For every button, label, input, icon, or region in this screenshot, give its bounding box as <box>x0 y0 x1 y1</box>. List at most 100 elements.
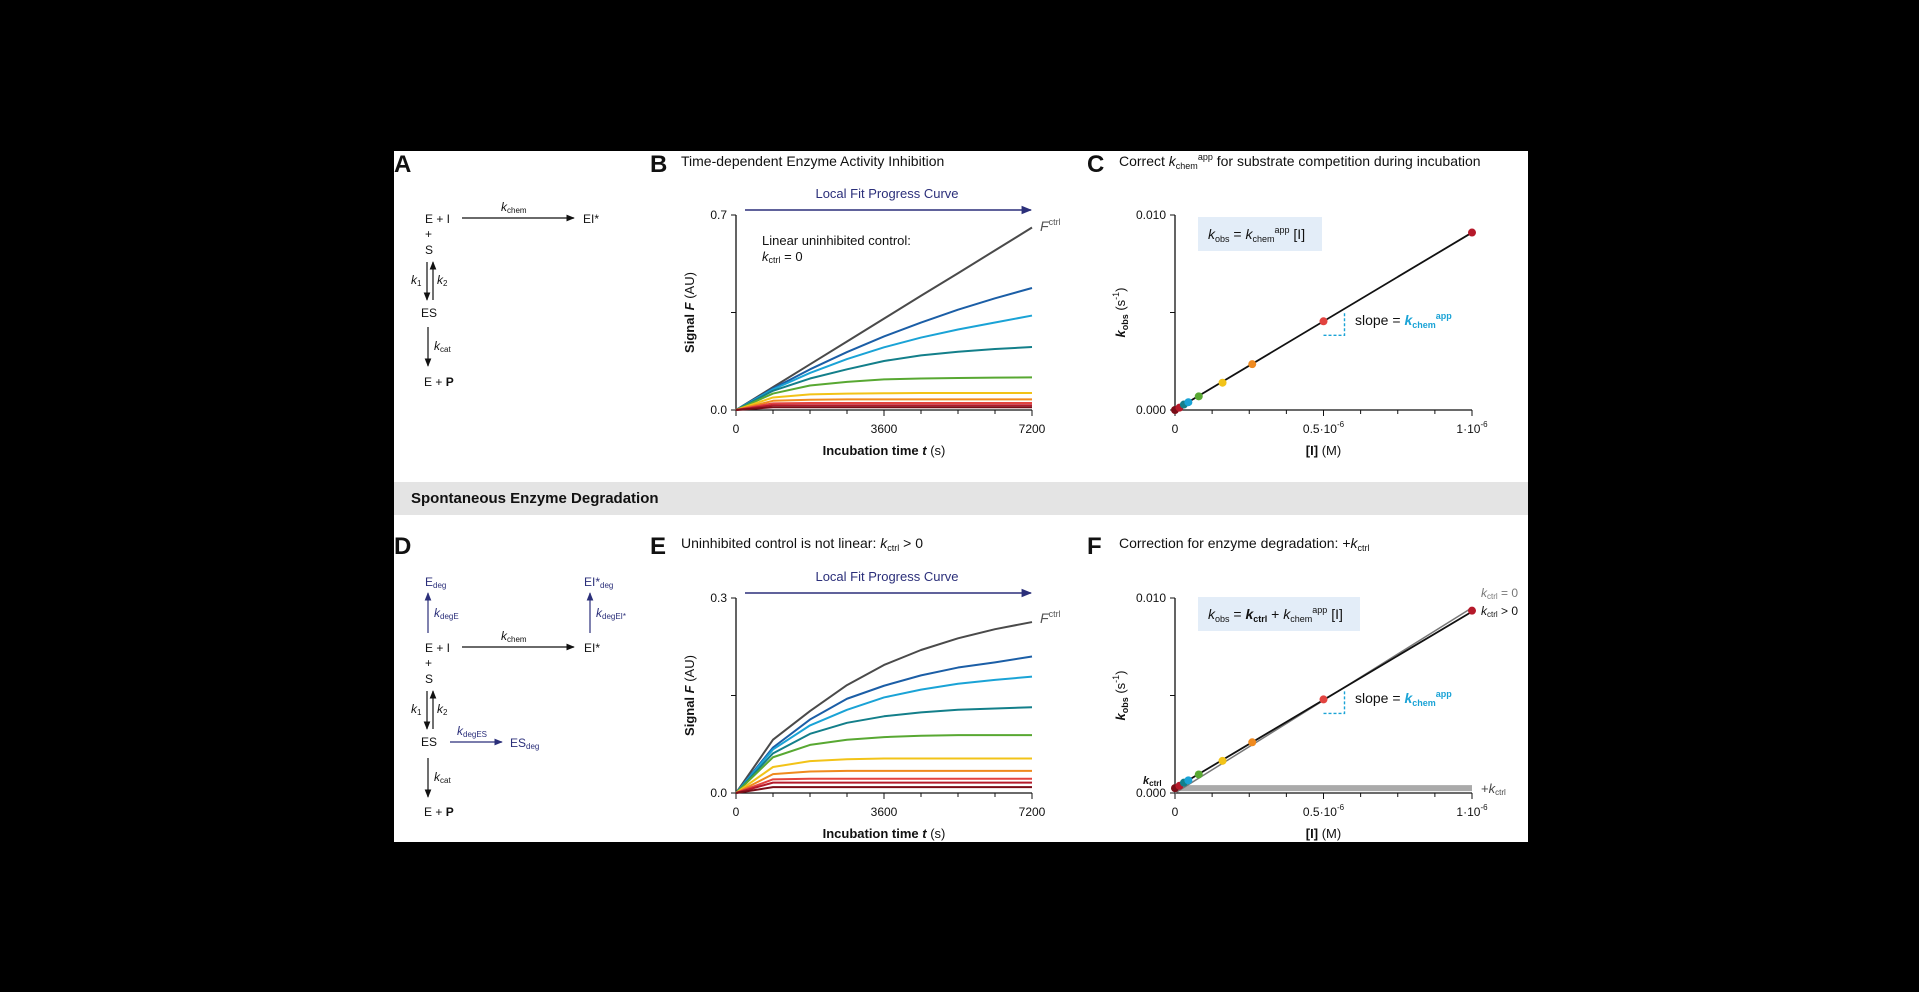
series-line-b-2 <box>735 314 1033 411</box>
x-tick-text-e: 0 <box>733 805 740 819</box>
curve-label-e: Fctrl <box>1040 609 1061 626</box>
data-point-f <box>1184 776 1193 785</box>
series-line-b-1 <box>735 287 1033 411</box>
data-point-c <box>1468 228 1476 237</box>
scheme-d-e-deg: Edeg <box>425 575 446 590</box>
series-line-e-1 <box>735 655 1033 794</box>
panel-f-title: Correction for enzyme degradation: +kctr… <box>1119 535 1370 553</box>
data-point-c <box>1218 378 1227 387</box>
x-tick-text-b: 0 <box>733 422 740 436</box>
panel-c-title: Correct kchemapp for substrate competiti… <box>1119 152 1481 171</box>
equation-c: kobs = kchemapp [I] <box>1208 225 1305 244</box>
series-line-e-0 <box>735 621 1033 794</box>
panel-d: D Edeg kdegE EI*deg kdegEI* E + I kchem … <box>394 533 626 819</box>
x-axis-label-unit: (s) <box>927 826 946 841</box>
label-kchem-a: kchem <box>501 200 527 215</box>
series-line-b-6 <box>735 398 1032 411</box>
series-line-e-9 <box>735 786 1032 794</box>
y-axis-label-var: F <box>682 301 697 310</box>
data-point-f <box>1468 606 1476 615</box>
x-tick-text-f: 1·10 <box>1456 805 1480 819</box>
x-axis-label-text: Incubation time <box>823 826 923 841</box>
series-line-e-8 <box>735 781 1032 794</box>
label-k1-a: k1 <box>411 273 422 288</box>
x-axis-label-var: t <box>922 826 927 841</box>
data-point-f <box>1248 738 1257 747</box>
x-axis-label-e: Incubation time t (s) <box>823 826 946 841</box>
y-tick-label-e: 0.0 <box>710 786 727 800</box>
series-line-e-5 <box>735 757 1032 794</box>
kctrl-axis-label: kctrl <box>1143 775 1162 788</box>
y-axis-label-b: Signal F (AU) <box>682 272 697 353</box>
series-line-e-3 <box>735 706 1033 794</box>
chart-e: 0 3600 7200 0.0 0.3 Incubation time t (s) Sign… <box>682 591 1046 841</box>
x-tick-label-c: 0 <box>1172 422 1179 436</box>
y-tick-label-c: 0.010 <box>1136 208 1166 222</box>
legend-kctrl-0: kctrl = 0 <box>1481 586 1518 601</box>
panel-a: A E + I kchem EI* + S k1 k2 ES kcat E + … <box>394 151 599 389</box>
y-axis-label-sup: -1 <box>1111 292 1121 300</box>
panel-letter-c: C <box>1087 151 1104 178</box>
label-kdegei: kdegEI* <box>596 606 626 621</box>
series-line-e-4 <box>735 734 1032 794</box>
panel-c: C Correct kchemapp for substrate competi… <box>1087 151 1488 458</box>
x-tick-label-b: 0 <box>733 422 740 436</box>
x-tick-label-c: 1·10-6 <box>1456 420 1488 436</box>
scheme-a-ei-star: EI* <box>583 212 599 226</box>
section-band: Spontaneous Enzyme Degradation <box>394 482 1528 515</box>
slope-triangle-c <box>1323 313 1346 336</box>
x-tick-text-e: 3600 <box>871 805 898 819</box>
scheme-d-ei-deg: EI*deg <box>584 575 613 590</box>
x-axis-label-unit: (M) <box>1318 443 1341 458</box>
x-axis-label-var: t <box>922 443 927 458</box>
y-axis-label-sub: obs <box>1120 697 1130 713</box>
annotation-b-line1: Linear uninhibited control: <box>762 233 911 248</box>
y-tick-label-b: 0.0 <box>710 403 727 417</box>
y-axis-label-unit: (AU) <box>682 655 697 685</box>
x-tick-label-b: 7200 <box>1019 422 1046 436</box>
series-line-b-4 <box>735 376 1033 411</box>
x-tick-label-b: 3600 <box>871 422 898 436</box>
y-tick-label-b: 0.7 <box>710 208 727 222</box>
x-axis-label-unit: (M) <box>1318 826 1341 841</box>
y-axis-label-k: k <box>1113 330 1128 338</box>
series-line-b-8 <box>735 404 1032 411</box>
y-axis-label-unit: (s <box>1113 299 1128 314</box>
y-axis-label-text: Signal <box>682 310 697 353</box>
equation-f: kobs = kctrl + kchemapp [I] <box>1208 605 1343 624</box>
scheme-d-plus: + <box>425 656 432 670</box>
label-kchem-d: kchem <box>501 629 527 644</box>
panel-letter-e: E <box>650 533 666 560</box>
scheme-a-s: S <box>425 243 433 257</box>
scheme-d-s: S <box>425 672 433 686</box>
chart-b: 0 3600 7200 0.0 0.7 Incubation time t (s) Sign… <box>682 208 1046 458</box>
x-axis-label-f: [I] (M) <box>1306 826 1341 841</box>
x-tick-label-c: 0.5·10-6 <box>1303 420 1345 436</box>
panel-f: F Correction for enzyme degradation: +kc… <box>1087 533 1518 841</box>
progress-label-b: Local Fit Progress Curve <box>815 186 958 201</box>
data-point-c <box>1194 392 1203 401</box>
scheme-a-e-plus-i: E + I <box>425 212 450 226</box>
x-axis-label-text: [I] <box>1306 443 1318 458</box>
data-point-f <box>1218 756 1227 765</box>
scheme-a-plus: + <box>425 227 432 241</box>
x-tick-label-f: 0 <box>1172 805 1179 819</box>
y-tick-label-f: 0.000 <box>1136 786 1166 800</box>
x-axis-label-unit: (s) <box>927 443 946 458</box>
y-axis-label-close: ) <box>1113 670 1128 674</box>
section-band-label: Spontaneous Enzyme Degradation <box>411 490 659 507</box>
series-line-b-7 <box>735 402 1032 411</box>
slope-triangle-f <box>1323 691 1346 715</box>
panel-b-title: Time-dependent Enzyme Activity Inhibitio… <box>681 153 944 169</box>
scheme-d-e-plus-p: E + P <box>424 805 454 819</box>
y-axis-label-c: kobs (s-1) <box>1111 287 1130 337</box>
x-tick-text-c: 1·10 <box>1456 422 1480 436</box>
annotation-b-line2: kctrl = 0 <box>762 249 803 265</box>
x-tick-label-e: 7200 <box>1019 805 1046 819</box>
x-tick-text-c: 0 <box>1172 422 1179 436</box>
y-axis-label-close: ) <box>1113 287 1128 291</box>
equation-box-f <box>1198 597 1360 631</box>
